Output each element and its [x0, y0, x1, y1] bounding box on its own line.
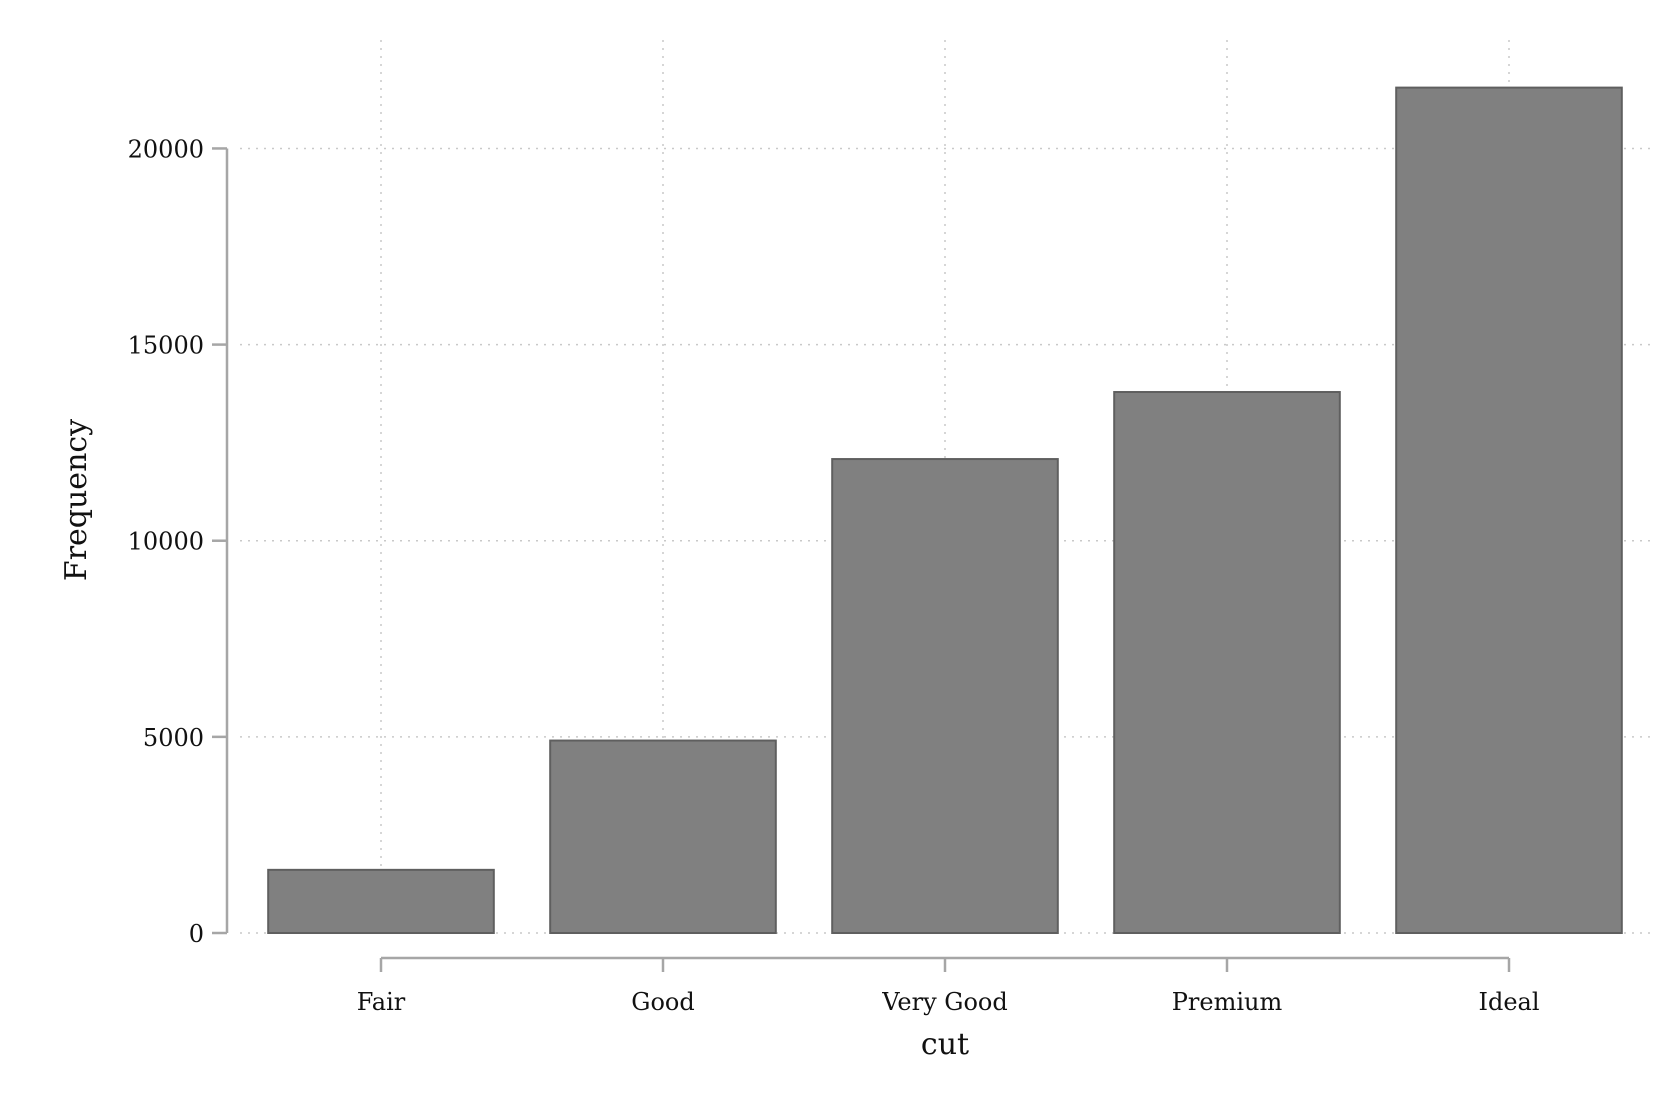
y-tick-label: 15000 — [128, 332, 204, 360]
bar-fair — [267, 868, 495, 935]
x-tick-label: Fair — [357, 988, 406, 1016]
bar-very-good — [831, 458, 1059, 934]
x-tick-label: Very Good — [881, 988, 1007, 1016]
x-tick-label: Ideal — [1478, 988, 1539, 1016]
bar-ideal — [1395, 86, 1623, 935]
bar-good — [549, 739, 777, 935]
x-axis-title: cut — [921, 1027, 969, 1062]
y-tick-label: 0 — [189, 920, 204, 948]
x-tick-label: Premium — [1172, 988, 1283, 1016]
y-axis-title: Frequency — [59, 419, 94, 581]
y-tick-label: 5000 — [143, 724, 204, 752]
y-tick-group: 0 5000 10000 15000 20000 — [128, 135, 227, 948]
bar-premium — [1113, 391, 1341, 935]
y-tick-label: 20000 — [128, 135, 204, 163]
y-tick-label: 10000 — [128, 528, 204, 556]
bars-layer — [267, 86, 1623, 935]
x-tick-group: Fair Good Very Good Premium Ideal — [357, 958, 1540, 1016]
x-tick-label: Good — [631, 988, 694, 1016]
